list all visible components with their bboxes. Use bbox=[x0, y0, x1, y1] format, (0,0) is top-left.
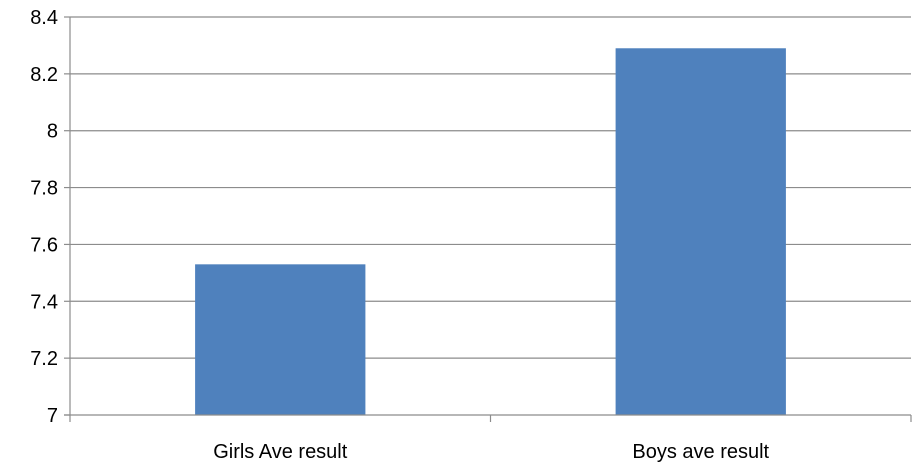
y-tick-label: 7.4 bbox=[30, 291, 58, 313]
y-tick-label: 8.4 bbox=[30, 7, 58, 29]
y-tick-label: 7.8 bbox=[30, 178, 58, 200]
y-tick-label: 7.6 bbox=[30, 234, 58, 256]
y-tick-label: 8 bbox=[47, 121, 58, 143]
x-category-label: Girls Ave result bbox=[213, 441, 348, 463]
bars bbox=[195, 48, 786, 416]
bar-1 bbox=[195, 264, 366, 415]
y-tick-label: 7 bbox=[47, 405, 58, 427]
tick-labels: 7 7.2 7.4 7.6 7.8 8 8.2 8.4 Girls Ave result Boys… bbox=[30, 7, 769, 463]
x-category-label: Boys ave result bbox=[632, 441, 769, 463]
y-tick-label: 8.2 bbox=[30, 64, 58, 86]
bar-2 bbox=[615, 48, 786, 416]
axes bbox=[64, 16, 912, 422]
y-tick-label: 7.2 bbox=[30, 348, 58, 370]
